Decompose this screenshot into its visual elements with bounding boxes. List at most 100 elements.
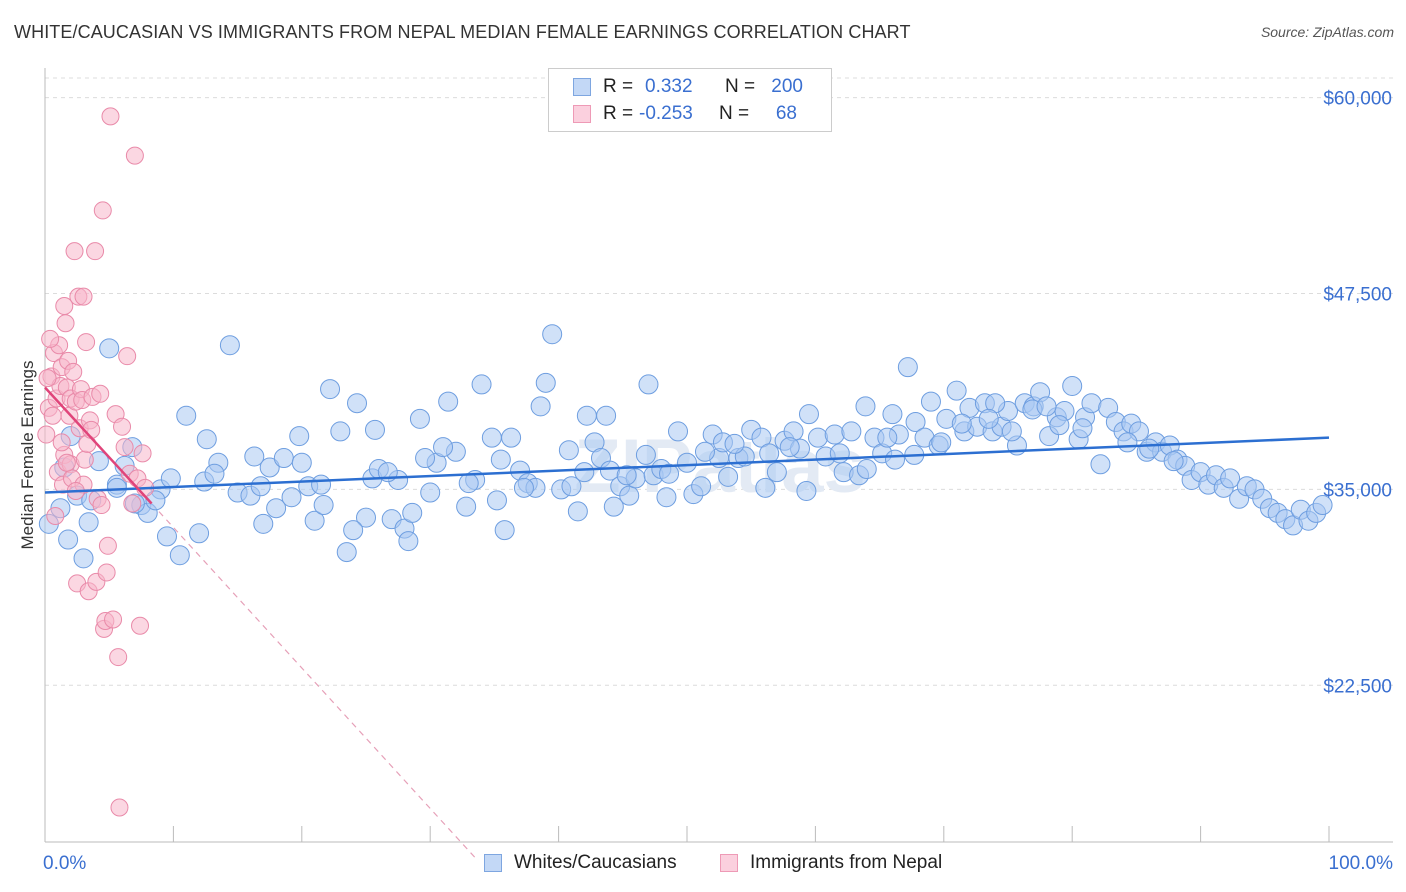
whites-point bbox=[1081, 393, 1102, 414]
whites-point bbox=[542, 324, 563, 345]
whites-point bbox=[596, 405, 617, 426]
whites-point bbox=[882, 404, 903, 425]
whites-point bbox=[494, 520, 515, 541]
x-tick-labels: 0.0% 100.0% bbox=[43, 853, 1393, 874]
whites-point bbox=[456, 496, 477, 517]
whites-point bbox=[281, 487, 302, 508]
whites-point bbox=[501, 427, 522, 448]
bottom-legend-label-nepal: Immigrants from Nepal bbox=[750, 852, 943, 873]
whites-point bbox=[946, 380, 967, 401]
nepal-point bbox=[104, 610, 123, 629]
legend-n-value: 68 bbox=[775, 103, 797, 124]
whites-point bbox=[905, 411, 926, 432]
nepal-points bbox=[37, 107, 155, 817]
nepal-point bbox=[75, 450, 94, 469]
whites-point bbox=[438, 391, 459, 412]
legend-r-label: R = bbox=[603, 76, 634, 97]
whites-point bbox=[951, 413, 972, 434]
nepal-point bbox=[97, 563, 116, 582]
whites-point bbox=[677, 452, 697, 473]
nepal-trend-extension bbox=[151, 503, 476, 859]
legend-r-label: R = bbox=[603, 103, 634, 124]
whites-point bbox=[291, 452, 312, 473]
whites-point bbox=[189, 523, 210, 544]
whites-point bbox=[796, 480, 817, 501]
whites-point bbox=[420, 482, 441, 503]
whites-point bbox=[219, 335, 240, 356]
whites-point bbox=[481, 427, 502, 448]
whites-point bbox=[558, 440, 579, 461]
whites-point bbox=[486, 490, 507, 511]
nepal-trend-extension-line bbox=[151, 503, 476, 859]
whites-point bbox=[619, 485, 640, 506]
legend-swatch-nepal bbox=[573, 105, 591, 123]
whites-point bbox=[798, 404, 819, 425]
nepal-point bbox=[101, 107, 120, 126]
whites-point bbox=[759, 443, 780, 464]
y-axis-label: Median Female Earnings bbox=[18, 361, 37, 550]
whites-point bbox=[807, 427, 828, 448]
whites-point bbox=[1090, 454, 1111, 475]
whites-point bbox=[99, 338, 120, 359]
nepal-point bbox=[64, 362, 83, 381]
y-tick-label: $47,500 bbox=[1323, 284, 1392, 305]
whites-point bbox=[343, 520, 364, 541]
whites-point bbox=[530, 396, 551, 417]
whites-point bbox=[304, 510, 325, 531]
nepal-point bbox=[98, 536, 117, 555]
whites-point bbox=[856, 459, 877, 480]
whites-point bbox=[347, 393, 368, 414]
y-tick-label: $60,000 bbox=[1323, 89, 1392, 110]
whites-point bbox=[567, 501, 588, 522]
whites-point bbox=[920, 391, 941, 412]
whites-point bbox=[1072, 418, 1093, 439]
whites-point bbox=[1036, 396, 1057, 417]
nepal-point bbox=[86, 242, 105, 261]
whites-point bbox=[471, 374, 492, 395]
whites-point bbox=[356, 507, 376, 528]
nepal-point bbox=[133, 444, 152, 463]
nepal-point bbox=[56, 314, 75, 333]
whites-point bbox=[78, 512, 99, 533]
whites-point bbox=[204, 463, 225, 484]
whites-point bbox=[176, 405, 197, 426]
nepal-trend-line bbox=[44, 386, 153, 505]
whites-point bbox=[490, 449, 511, 470]
nepal-point bbox=[74, 287, 93, 306]
gridlines bbox=[45, 77, 1393, 686]
whites-point bbox=[313, 495, 334, 516]
whites-trend-line bbox=[44, 436, 1330, 494]
whites-point bbox=[273, 448, 294, 469]
whites-point bbox=[250, 476, 271, 497]
bottom-legend-whites: Whites/Caucasians bbox=[484, 852, 677, 874]
x-tick-label-max: 100.0% bbox=[1329, 853, 1394, 874]
whites-point bbox=[398, 531, 419, 552]
nepal-point bbox=[109, 648, 128, 667]
whites-point bbox=[576, 405, 597, 426]
whites-point bbox=[561, 476, 582, 497]
nepal-point bbox=[43, 406, 62, 425]
legend-r-value: -0.253 bbox=[639, 103, 693, 124]
whites-point bbox=[433, 437, 454, 458]
whites-point bbox=[691, 476, 712, 497]
whites-point bbox=[824, 424, 845, 445]
bottom-legend-swatch-whites bbox=[484, 854, 502, 872]
legend-swatch-whites bbox=[573, 78, 591, 96]
whites-point bbox=[58, 529, 79, 550]
nepal-point bbox=[115, 438, 134, 457]
whites-point bbox=[779, 437, 800, 458]
trend-lines bbox=[44, 386, 1330, 505]
whites-point bbox=[616, 465, 637, 486]
whites-point bbox=[320, 379, 341, 400]
whites-point bbox=[364, 419, 385, 440]
nepal-point bbox=[93, 201, 112, 220]
whites-point bbox=[635, 444, 656, 465]
whites-point bbox=[668, 421, 689, 442]
nepal-point bbox=[113, 417, 132, 436]
nepal-point bbox=[57, 453, 76, 472]
whites-point bbox=[1163, 451, 1184, 472]
legend-n-label: N = bbox=[725, 76, 756, 97]
x-tick-label-min: 0.0% bbox=[43, 853, 86, 874]
whites-point bbox=[266, 498, 287, 519]
